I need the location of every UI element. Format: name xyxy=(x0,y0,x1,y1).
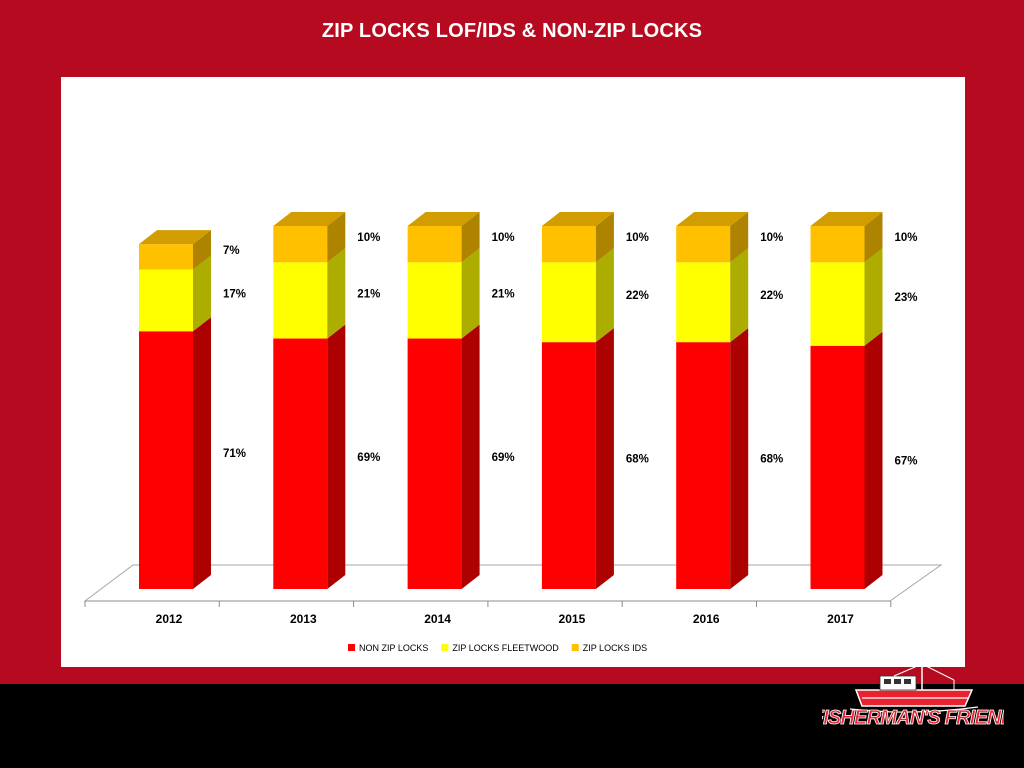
bar-segment-side xyxy=(595,248,614,343)
chart-legend: NON ZIP LOCKS ZIP LOCKS FLEETWOOD ZIP LOCK… xyxy=(348,643,647,653)
data-label: 68% xyxy=(760,454,783,466)
bar-segment xyxy=(139,269,193,332)
bar-top-face xyxy=(139,230,211,245)
slide-title: ZIP LOCKS LOF/IDS & NON-ZIP LOCKS xyxy=(321,20,703,42)
legend-label: ZIP LOCKS IDS xyxy=(583,643,647,653)
bar-segment-side xyxy=(193,317,211,589)
bar-segment xyxy=(139,331,193,589)
bar-segment xyxy=(541,342,596,589)
legend-swatch xyxy=(441,644,449,651)
bar-segment xyxy=(810,262,865,346)
bar-stack-2014: 69% 21% 10% xyxy=(407,212,515,589)
x-tick-label: 2016 xyxy=(693,612,720,626)
data-label: 10% xyxy=(357,232,380,244)
data-label: 7% xyxy=(223,245,240,257)
bar-segment xyxy=(407,338,462,589)
legend-label: ZIP LOCKS FLEETWOOD xyxy=(452,643,559,653)
data-label: 69% xyxy=(492,452,515,464)
x-tick-label: 2014 xyxy=(424,612,451,626)
x-tick-label: 2012 xyxy=(156,612,183,626)
stacked-bar-chart: 71% 17% 7% 2012 69% 21% 10% 2013 69% 21% 10% 2014 68… xyxy=(83,212,943,653)
footer-band xyxy=(0,684,1024,768)
bar-segment-side xyxy=(193,230,211,270)
bar-segment xyxy=(810,345,865,589)
data-label: 21% xyxy=(357,288,380,300)
bar-segment xyxy=(541,226,596,263)
bar-top-face xyxy=(541,212,614,226)
bar-segment-side xyxy=(595,212,614,263)
bar-top-face xyxy=(676,212,749,226)
bar-segment-side xyxy=(864,212,883,263)
bar-top-face xyxy=(273,212,346,226)
bar-stack-2013: 69% 21% 10% xyxy=(273,212,380,589)
bar-stack-2017: 67% 23% 10% xyxy=(810,212,918,589)
fishing-boat-icon xyxy=(849,660,979,713)
data-label: 10% xyxy=(492,232,515,244)
bar-segment-side xyxy=(327,248,346,339)
bar-segment-side xyxy=(864,331,883,589)
bar-segment-side xyxy=(461,324,480,589)
bar-segment-side xyxy=(730,328,749,589)
data-label: 10% xyxy=(760,232,783,244)
data-label: 68% xyxy=(626,454,649,466)
bar-stack-2016: 68% 22% 10% xyxy=(676,212,783,589)
x-tick-label: 2017 xyxy=(827,612,854,626)
bar-segment xyxy=(676,342,731,589)
bar-stack-2012: 71% 17% 7% xyxy=(139,230,246,589)
brand-logo: FISHERMAN'S FRIEND xyxy=(822,660,1004,729)
bar-segment xyxy=(810,226,865,263)
bar-segment-side xyxy=(595,328,614,589)
bar-top-face xyxy=(810,212,883,226)
data-label: 22% xyxy=(760,290,783,302)
bar-stack-2015: 68% 22% 10% xyxy=(541,212,649,589)
x-tick-label: 2013 xyxy=(290,612,317,626)
legend-swatch xyxy=(348,644,355,651)
legend-swatch xyxy=(571,644,579,651)
bar-segment xyxy=(676,226,731,263)
data-label: 69% xyxy=(357,452,380,464)
bar-segment xyxy=(407,226,462,263)
bar-segment xyxy=(541,262,596,343)
bar-segment-side xyxy=(327,324,346,589)
data-label: 22% xyxy=(626,290,649,302)
bar-segment xyxy=(273,226,328,263)
bar-segment-side xyxy=(193,255,211,332)
bar-segment xyxy=(407,262,462,339)
bar-segment xyxy=(676,262,731,343)
data-label: 10% xyxy=(895,232,918,244)
data-label: 17% xyxy=(223,288,246,300)
data-label: 21% xyxy=(492,288,515,300)
bar-top-face xyxy=(407,212,480,226)
bar-segment-side xyxy=(461,248,480,339)
bar-segment xyxy=(273,338,328,589)
chart-panel: 71% 17% 7% 2012 69% 21% 10% 2013 69% 21% 10% 2014 68… xyxy=(61,77,965,667)
x-tick-label: 2015 xyxy=(559,612,586,626)
brand-name: FISHERMAN'S FRIEND xyxy=(822,707,1004,729)
bar-segment-side xyxy=(864,248,883,346)
bar-segment xyxy=(139,244,193,270)
data-label: 67% xyxy=(895,455,918,467)
bar-segment-side xyxy=(461,212,480,263)
data-label: 23% xyxy=(895,292,918,304)
bar-segment xyxy=(273,262,328,339)
bar-segment-side xyxy=(730,248,749,343)
bar-segment-side xyxy=(730,212,749,263)
bar-segment-side xyxy=(327,212,346,263)
legend-label: NON ZIP LOCKS xyxy=(359,643,428,653)
data-label: 71% xyxy=(223,448,246,460)
data-label: 10% xyxy=(626,232,649,244)
